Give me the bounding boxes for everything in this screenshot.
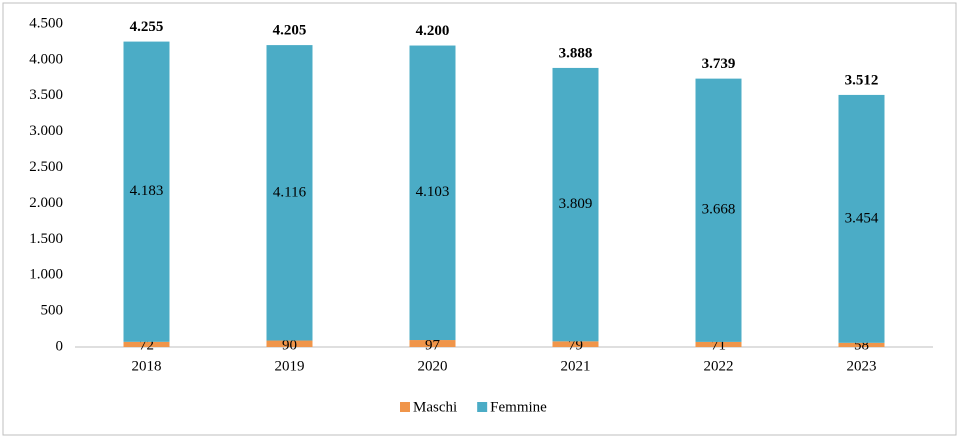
y-tick-label: 0: [56, 338, 64, 354]
x-tick-label: 2018: [132, 358, 162, 374]
total-label: 4.255: [130, 19, 164, 35]
y-tick-label: 1.500: [29, 231, 63, 247]
x-tick-label: 2019: [275, 358, 305, 374]
bar-segment: [552, 67, 599, 342]
data-label: 4.103: [416, 184, 450, 200]
bar-segment: [838, 342, 885, 347]
data-label: 3.454: [845, 210, 879, 226]
total-label: 3.888: [559, 45, 593, 61]
data-label: 3.668: [702, 202, 736, 218]
total-label: 4.205: [273, 23, 307, 39]
bar-segment: [266, 340, 313, 347]
y-tick-label: 2.000: [29, 195, 63, 211]
total-label: 3.739: [702, 56, 736, 72]
bar-segment: [123, 41, 170, 342]
bar-segment: [695, 78, 742, 342]
data-label: 79: [568, 337, 583, 353]
total-label: 4.200: [416, 23, 450, 39]
legend-swatch: [477, 402, 488, 412]
y-tick-label: 3.500: [29, 87, 63, 103]
data-label: 97: [425, 337, 441, 353]
data-label: 90: [282, 337, 297, 353]
data-label: 4.116: [273, 184, 307, 200]
bar-segment: [123, 341, 170, 347]
data-label: 4.183: [130, 183, 164, 199]
x-tick-label: 2021: [561, 358, 591, 374]
y-tick-label: 3.000: [29, 123, 63, 139]
data-label: 3.809: [559, 196, 593, 212]
y-tick-label: 4.000: [29, 51, 63, 67]
y-tick-label: 2.500: [29, 159, 63, 175]
bar-segment: [409, 45, 456, 341]
bar-segment: [838, 94, 885, 343]
bar-segment: [409, 340, 456, 347]
x-tick-label: 2022: [704, 358, 734, 374]
y-tick-label: 500: [41, 303, 64, 319]
bar-segment: [695, 341, 742, 347]
legend-label: Maschi: [413, 399, 457, 415]
total-label: 3.512: [845, 72, 879, 88]
legend-swatch: [400, 402, 410, 412]
y-tick-label: 4.500: [29, 15, 63, 31]
x-tick-label: 2020: [418, 358, 448, 374]
bar-segment: [552, 341, 599, 347]
bar-segment: [266, 45, 313, 341]
y-tick-label: 1.000: [29, 267, 63, 283]
x-tick-label: 2023: [847, 358, 877, 374]
legend-label: Femmine: [490, 399, 547, 415]
